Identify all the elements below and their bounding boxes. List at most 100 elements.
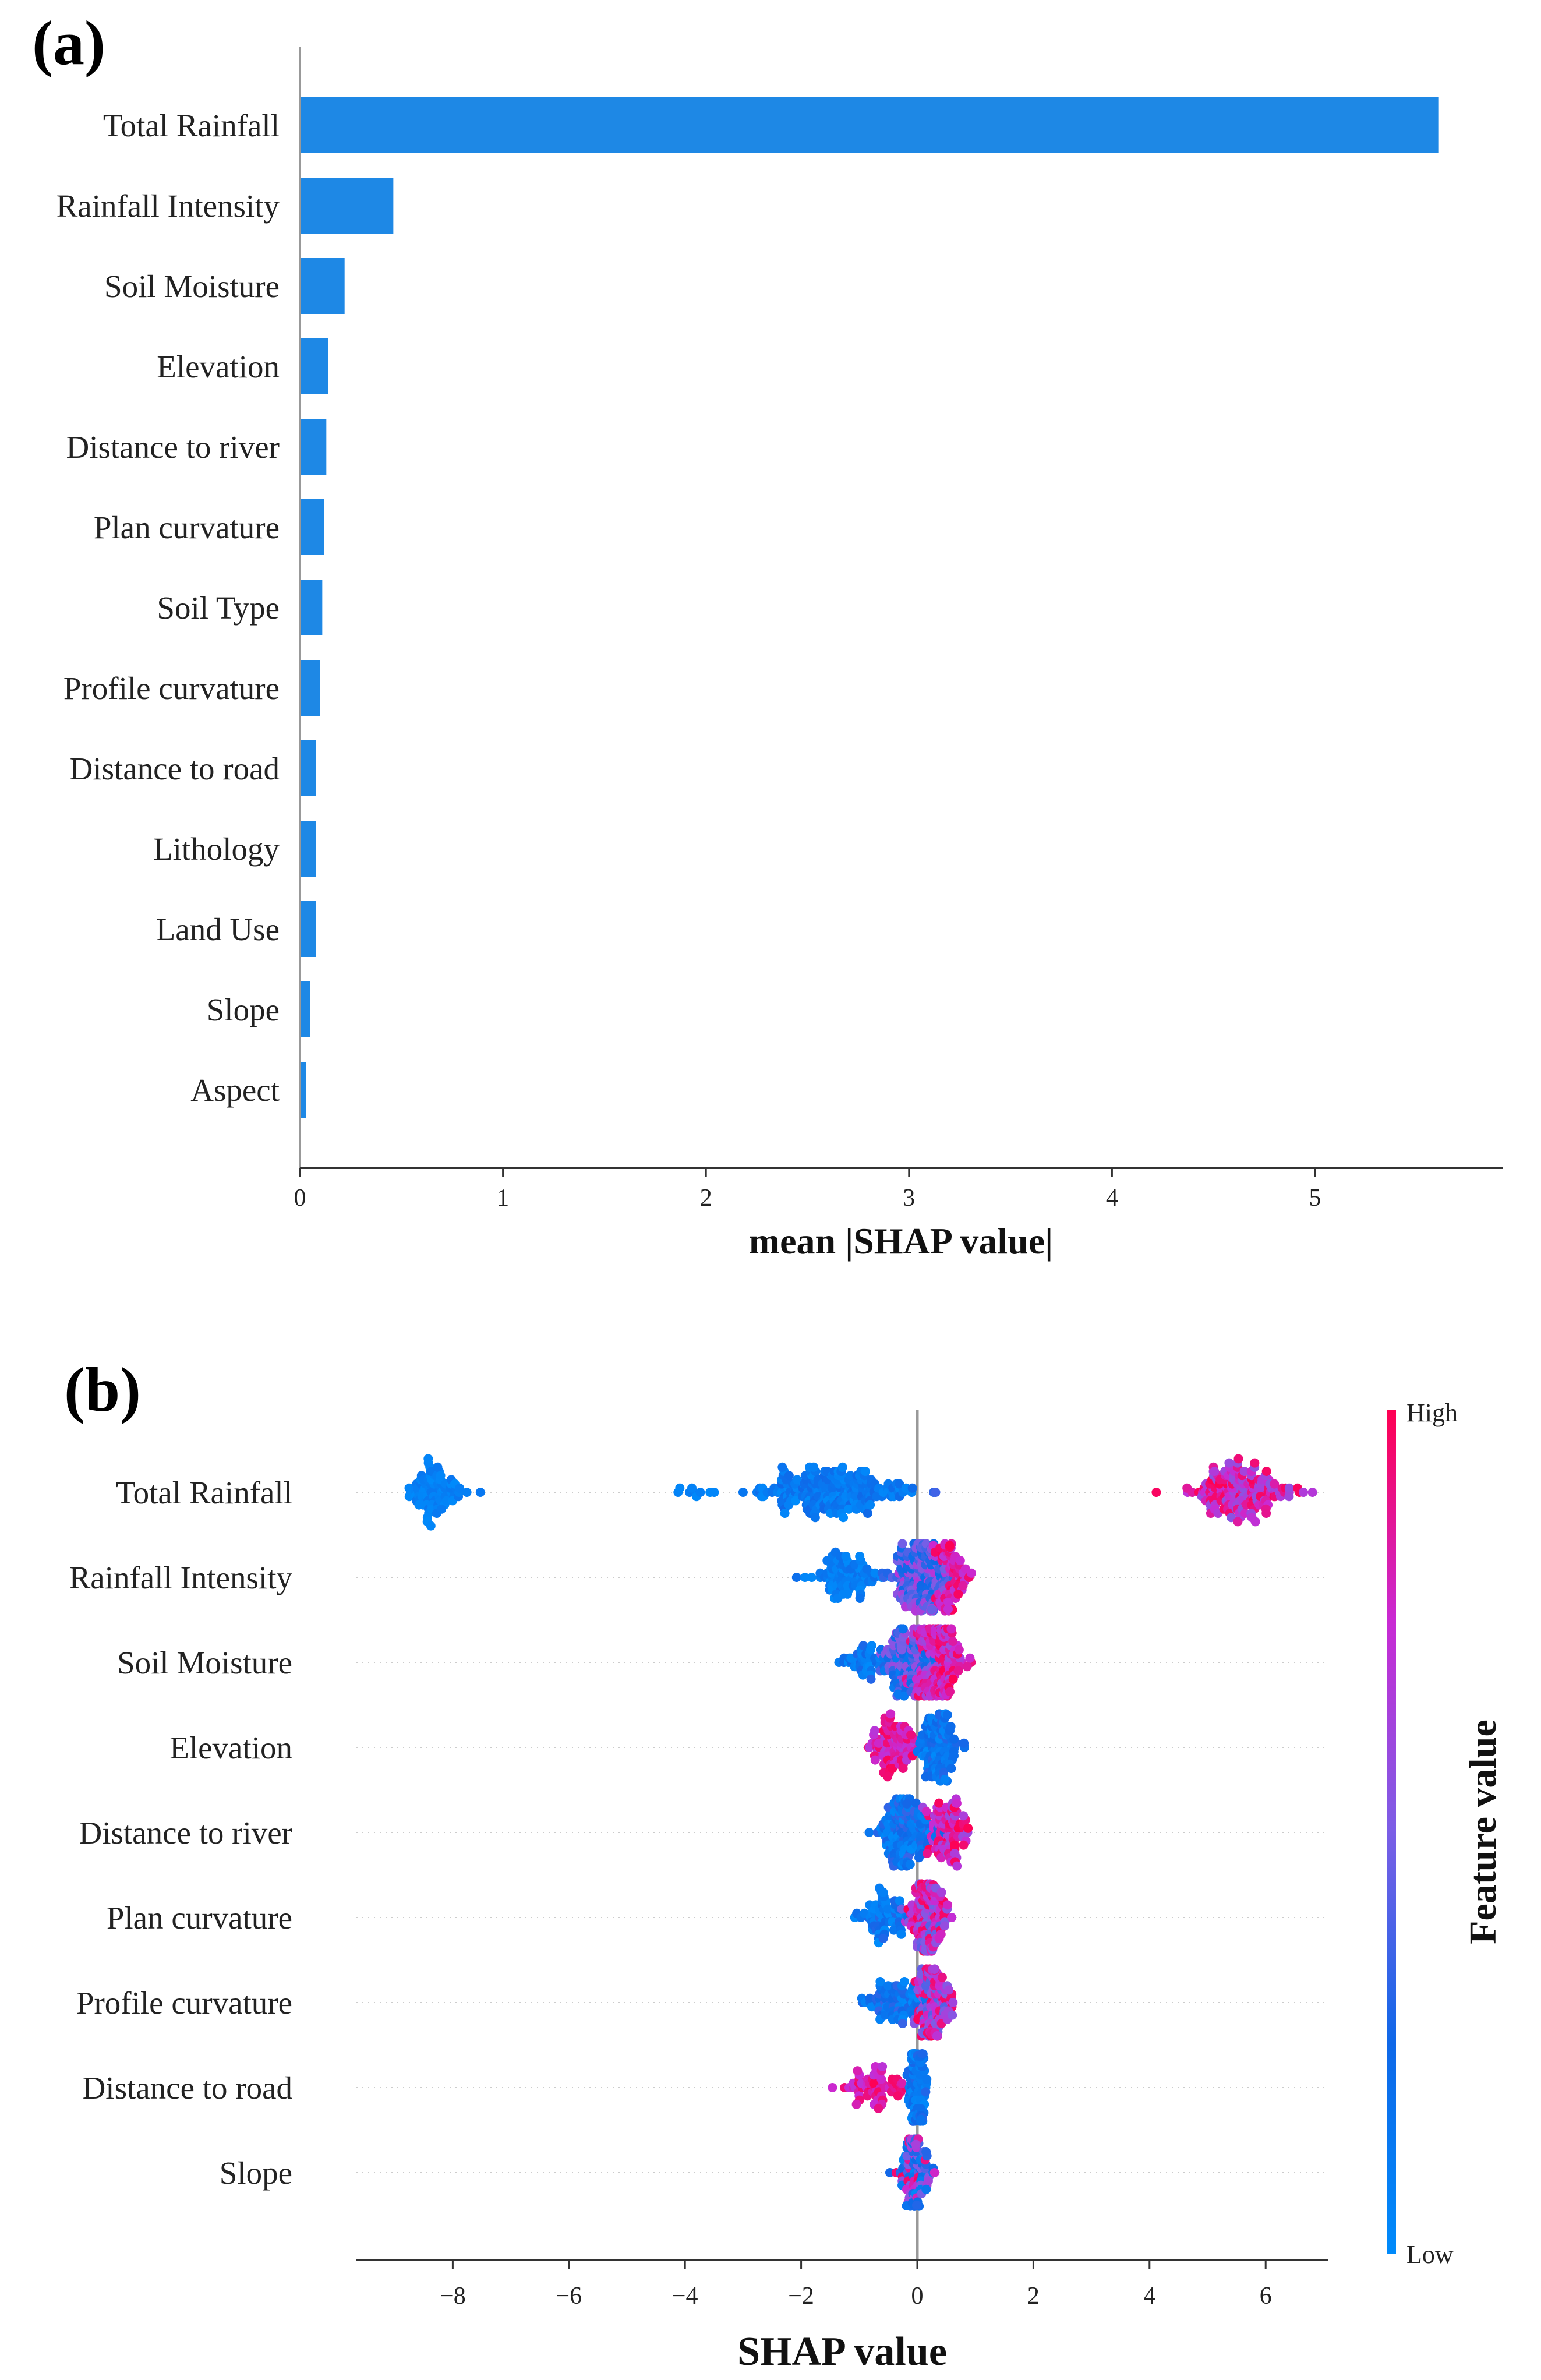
shap-dot (860, 1467, 870, 1476)
shap-dot (863, 1509, 872, 1518)
shap-dot (897, 2019, 907, 2028)
colorbar-title: Feature value (1462, 1719, 1504, 1944)
shap-dot (791, 1573, 801, 1582)
shap-dot (954, 1645, 964, 1655)
shap-dot (939, 1921, 949, 1931)
shap-dot (709, 1488, 719, 1497)
shap-dot (897, 1904, 907, 1914)
panel-b-x-ticks: −8 −6 −4 −2 0 2 4 6 (440, 2260, 1272, 2310)
x-tick-label: −2 (788, 2283, 814, 2310)
shap-dot (1284, 1483, 1294, 1493)
shap-dot (948, 1637, 958, 1646)
shap-dot (921, 1807, 931, 1816)
x-tick-label: −4 (672, 2283, 698, 2310)
shap-dot (906, 1730, 916, 1740)
shap-dot (777, 1462, 787, 1472)
feature-label: Rainfall Intensity (56, 188, 280, 224)
shap-dot (922, 2074, 932, 2084)
shap-dot (922, 1849, 932, 1858)
feature-label: Land Use (156, 912, 280, 947)
shap-dot (949, 1734, 959, 1744)
shap-dot (1233, 1454, 1243, 1464)
bar-soil-type (300, 580, 323, 635)
panel-b-feature-labels: Total Rainfall Rainfall Intensity Soil Moi… (69, 1475, 293, 2191)
shap-dot (953, 1666, 963, 1676)
x-tick-label: 3 (903, 1185, 915, 1212)
colorbar (1387, 1410, 1396, 2254)
shap-dot (898, 1764, 908, 1773)
shap-dot (948, 2010, 957, 2020)
shap-dot (917, 2049, 927, 2058)
feature-label: Soil Type (157, 590, 280, 626)
shap-dot (433, 1462, 443, 1472)
feature-label: Rainfall Intensity (69, 1560, 293, 1595)
shap-dot (886, 1709, 896, 1719)
shap-dot (874, 2104, 883, 2113)
bar-slope (300, 981, 310, 1037)
shap-dot (1250, 1517, 1260, 1527)
shap-dot (959, 1811, 969, 1821)
panel-b-dots (404, 1454, 1317, 2211)
shap-dot (902, 1799, 912, 1809)
feature-label: Plan curvature (107, 1900, 292, 1936)
feature-label: Profile curvature (63, 670, 280, 706)
shap-dot (878, 1887, 888, 1897)
shap-dot (1307, 1488, 1317, 1497)
shap-dot (949, 1751, 959, 1761)
shap-dot (675, 1483, 685, 1493)
shap-dot (897, 1539, 907, 1549)
feature-label: Plan curvature (94, 510, 280, 545)
shap-dot (810, 1513, 820, 1523)
feature-label: Slope (220, 2155, 292, 2191)
shap-dot (896, 1929, 906, 1939)
shap-dot (947, 1913, 957, 1922)
panel-b-x-axis-title: SHAP value (737, 2329, 947, 2374)
shap-dot (807, 1573, 817, 1582)
shap-dot (867, 1641, 876, 1651)
shap-dot (929, 2168, 939, 2177)
feature-label: Total Rainfall (116, 1475, 292, 1510)
shap-dot (907, 1483, 917, 1493)
shap-dot (929, 1965, 939, 1974)
shap-dot (948, 1998, 958, 2007)
shap-dot (1210, 1467, 1220, 1476)
shap-dot (695, 1488, 705, 1497)
shap-dot (455, 1483, 465, 1493)
shap-dot (895, 1479, 904, 1489)
bar-soil-moisture (300, 258, 345, 314)
shap-dot (1239, 1467, 1249, 1476)
bar-aspect (300, 1062, 306, 1118)
shap-dot (948, 1674, 958, 1684)
shap-dot (800, 1573, 810, 1582)
shap-dot (843, 1589, 853, 1599)
shap-dot (436, 1471, 446, 1481)
shap-dot (855, 1594, 865, 1603)
shap-dot (844, 1504, 854, 1514)
shap-dot (883, 1981, 893, 1991)
panel-a-x-axis-title: mean |SHAP value| (749, 1220, 1053, 1262)
shap-dot (916, 2114, 926, 2124)
bar-profile-curvature (300, 660, 320, 716)
shap-dot (946, 1722, 956, 1731)
shap-dot (865, 1500, 875, 1510)
x-tick-label: 4 (1143, 2283, 1155, 2310)
colorbar-low-label: Low (1406, 2240, 1454, 2269)
panel-a-x-ticks: 0 1 2 3 4 5 (294, 1168, 1321, 1212)
shap-dot (870, 1726, 879, 1736)
shap-dot (1233, 1517, 1243, 1527)
shap-dot (878, 1934, 888, 1943)
shap-dot (1284, 1492, 1294, 1502)
feature-label: Distance to road (83, 2070, 292, 2106)
feature-label: Distance to road (70, 751, 280, 786)
shap-dot (870, 1755, 880, 1765)
shap-dot (921, 2087, 931, 2097)
shap-dot (905, 1859, 915, 1869)
shap-dot (893, 2091, 903, 2101)
shap-dot (853, 2066, 863, 2076)
bar-distance-to-river (300, 419, 327, 475)
shap-dot (899, 1977, 909, 1986)
shap-dot (958, 1581, 968, 1591)
shap-dot (870, 1568, 880, 1578)
shap-dot (962, 1662, 972, 1672)
shap-dot (1151, 1488, 1161, 1497)
